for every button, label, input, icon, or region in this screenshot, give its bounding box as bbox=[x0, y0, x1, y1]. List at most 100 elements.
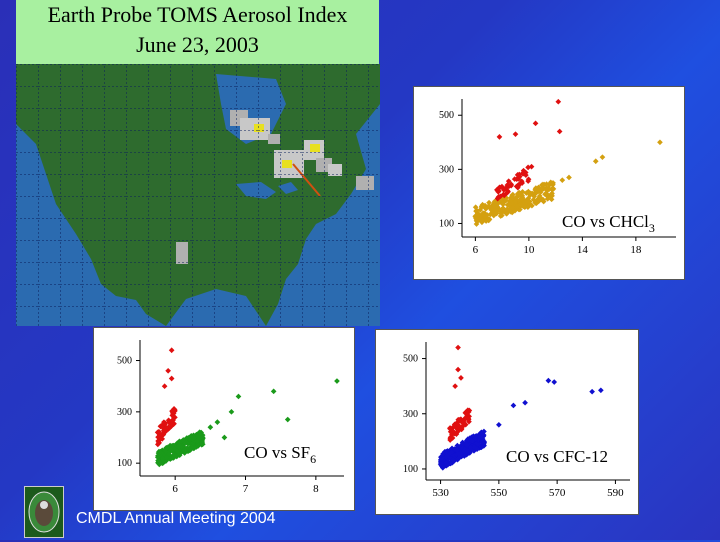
plot-label-main: CO vs CHCl bbox=[562, 212, 649, 231]
x-tick-label: 8 bbox=[313, 483, 319, 495]
x-tick-label: 18 bbox=[630, 244, 642, 256]
data-point bbox=[500, 200, 506, 206]
data-point bbox=[168, 347, 175, 354]
data-point bbox=[508, 181, 515, 188]
x-tick-label: 550 bbox=[491, 487, 508, 499]
data-point bbox=[214, 419, 221, 425]
data-point bbox=[334, 378, 340, 384]
x-tick-label: 6 bbox=[172, 483, 178, 495]
data-point bbox=[517, 181, 523, 187]
data-point bbox=[492, 206, 499, 213]
data-point bbox=[168, 375, 175, 382]
logo-emblem-icon bbox=[28, 491, 60, 533]
data-point bbox=[169, 442, 176, 449]
data-point bbox=[510, 402, 517, 409]
data-point bbox=[559, 177, 566, 184]
data-point bbox=[467, 444, 474, 451]
y-tick-label: 300 bbox=[403, 409, 418, 420]
plot-label-subscript: 6 bbox=[310, 452, 316, 466]
data-point bbox=[460, 423, 466, 429]
x-tick-label: 570 bbox=[549, 487, 566, 499]
data-point bbox=[545, 377, 552, 384]
data-point bbox=[458, 375, 464, 381]
data-point bbox=[228, 409, 235, 415]
data-point bbox=[522, 399, 528, 406]
data-point bbox=[163, 425, 170, 431]
scatter-plot-co-vs-cfc12: 100 300 500 530 550 570 590 CO vs CFC-12 bbox=[375, 329, 639, 515]
data-point bbox=[450, 457, 457, 463]
data-point bbox=[532, 186, 539, 193]
data-point bbox=[455, 366, 461, 373]
data-point bbox=[221, 434, 228, 441]
y-tick-label: 100 bbox=[117, 458, 132, 469]
data-point bbox=[161, 383, 168, 390]
data-point bbox=[551, 379, 558, 385]
data-point bbox=[270, 388, 277, 395]
data-point bbox=[477, 207, 484, 213]
x-tick-label: 10 bbox=[523, 244, 535, 256]
data-point bbox=[156, 432, 163, 438]
data-point bbox=[194, 437, 201, 444]
data-point bbox=[556, 128, 563, 135]
data-point bbox=[462, 440, 469, 447]
data-point bbox=[529, 202, 535, 209]
y-tick-label: 500 bbox=[439, 110, 454, 121]
data-point bbox=[187, 446, 194, 452]
plot-label-main: CO vs CFC-12 bbox=[506, 447, 608, 466]
data-point bbox=[599, 154, 606, 161]
plot-label-subscript: 3 bbox=[649, 221, 655, 235]
map-svg bbox=[16, 64, 380, 326]
data-point bbox=[165, 367, 171, 374]
data-point bbox=[495, 193, 502, 200]
data-point bbox=[455, 344, 461, 351]
title-box: Earth Probe TOMS Aerosol Index June 23, … bbox=[16, 0, 379, 64]
data-point bbox=[657, 139, 663, 146]
data-point bbox=[566, 174, 572, 181]
data-point bbox=[160, 431, 167, 438]
data-point bbox=[186, 436, 193, 442]
x-tick-label: 7 bbox=[243, 483, 249, 495]
data-point bbox=[235, 393, 242, 400]
scatter-plot-co-vs-chcl3: 100 300 500 6 10 14 18 CO vs CHCl3 bbox=[413, 86, 685, 280]
plot-label: CO vs CFC-12 bbox=[506, 447, 608, 466]
data-point bbox=[169, 408, 175, 414]
y-tick-label: 300 bbox=[117, 407, 132, 418]
data-point bbox=[496, 421, 502, 428]
data-point bbox=[589, 388, 595, 395]
x-tick-label: 6 bbox=[473, 244, 479, 256]
x-tick-label: 590 bbox=[607, 487, 624, 499]
y-tick-label: 300 bbox=[439, 164, 454, 175]
data-point bbox=[168, 421, 175, 428]
y-tick-label: 500 bbox=[117, 356, 132, 367]
aerosol-index-map bbox=[16, 64, 380, 326]
chart-svg-chcl3: 100 300 500 6 10 14 18 CO vs CHCl3 bbox=[439, 98, 676, 256]
data-point bbox=[592, 158, 599, 165]
data-point bbox=[506, 197, 513, 204]
data-point bbox=[479, 217, 485, 223]
data-point bbox=[174, 448, 181, 454]
plot-label-main: CO vs SF bbox=[244, 443, 310, 462]
data-point bbox=[207, 424, 214, 431]
data-point bbox=[461, 448, 467, 454]
footer-text: CMDL Annual Meeting 2004 bbox=[76, 510, 276, 527]
data-point bbox=[159, 436, 166, 442]
data-point bbox=[445, 461, 451, 468]
plot-label: CO vs CHCl3 bbox=[562, 212, 655, 235]
data-point bbox=[491, 198, 498, 205]
data-point bbox=[455, 455, 462, 462]
chart-svg-cfc12: 100 300 500 530 550 570 590 CO vs CFC-12 bbox=[403, 342, 630, 499]
data-point bbox=[511, 176, 518, 182]
data-point bbox=[452, 383, 458, 389]
x-tick-label: 530 bbox=[432, 487, 449, 499]
data-point bbox=[472, 204, 479, 211]
y-tick-label: 500 bbox=[403, 354, 418, 365]
data-point bbox=[496, 134, 503, 140]
y-tick-label: 100 bbox=[403, 464, 418, 475]
data-point bbox=[555, 98, 562, 105]
data-point bbox=[166, 451, 172, 458]
cmdl-logo bbox=[24, 486, 64, 538]
data-point bbox=[171, 451, 178, 458]
scatter-plot-co-vs-sf6: 100 300 500 6 7 8 CO vs SF6 bbox=[93, 327, 355, 511]
data-point bbox=[486, 199, 492, 206]
data-point bbox=[514, 172, 521, 178]
